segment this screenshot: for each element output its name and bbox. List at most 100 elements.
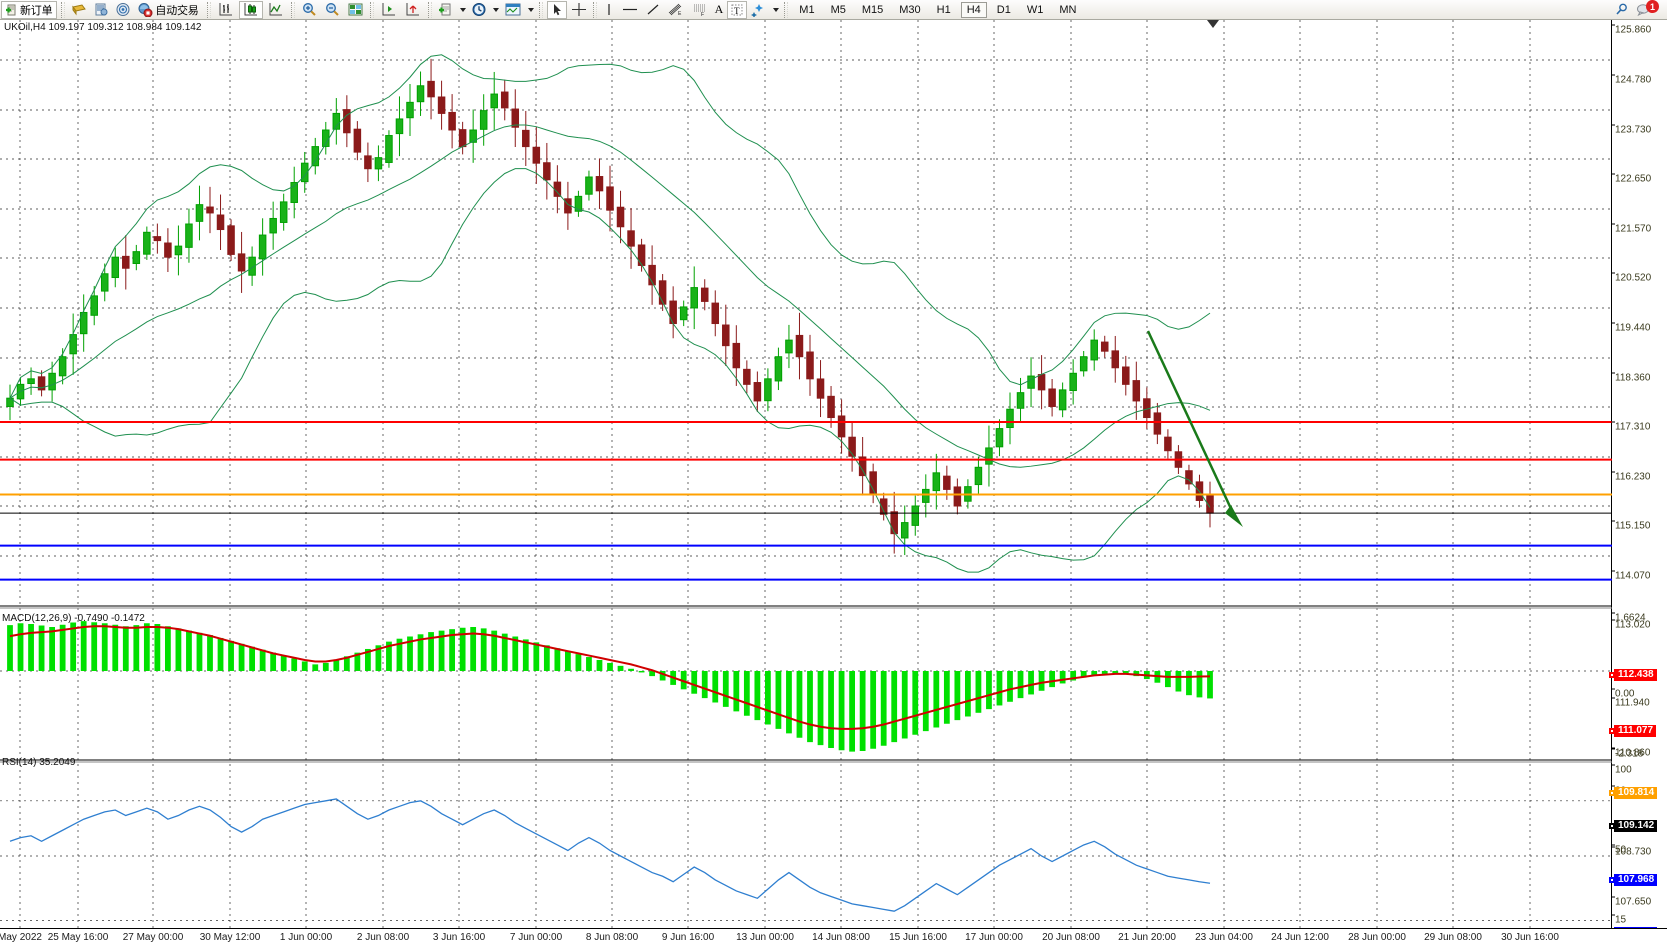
zoom-in-icon xyxy=(302,3,316,16)
axis-tick-mark xyxy=(1611,570,1615,572)
line-chart-button[interactable] xyxy=(265,1,287,19)
templates-dropdown-caret[interactable] xyxy=(527,7,534,12)
chart-grid-button[interactable] xyxy=(345,1,366,19)
data-window-button[interactable] xyxy=(69,1,89,19)
rsi-tick-label: 15 xyxy=(1611,914,1626,926)
time-tick-label: 3 Jun 16:00 xyxy=(432,932,486,943)
arrows-dropdown-caret[interactable] xyxy=(773,7,780,12)
crosshair-tool-button[interactable] xyxy=(569,1,589,19)
vertical-line-tool-button[interactable] xyxy=(601,1,617,19)
new-order-button[interactable]: 新订单 xyxy=(1,0,58,19)
timeframe-m1[interactable]: M1 xyxy=(799,3,815,16)
chart-title-label: UKOil,H4 109.197 109.312 108.984 109.142 xyxy=(4,22,202,33)
macd-tick-label: 1.6624 xyxy=(1611,612,1646,624)
axis-tick-mark xyxy=(1611,612,1615,614)
axis-tick-mark xyxy=(1611,914,1615,916)
price-level-handle[interactable] xyxy=(1609,823,1615,829)
time-axis: May 2022 25 May 16:00 27 May 00:00 30 May 1… xyxy=(0,928,1667,947)
channel-icon: E xyxy=(668,3,682,17)
arrows-tool-button[interactable] xyxy=(749,1,769,19)
zoom-out-button[interactable] xyxy=(322,1,343,19)
timeframe-m30[interactable]: M30 xyxy=(899,3,921,16)
time-tick-label: 15 Jun 16:00 xyxy=(889,932,947,943)
timeframe-mn[interactable]: MN xyxy=(1059,3,1077,16)
price-tick-label: 114.070 xyxy=(1611,570,1650,582)
period-dropdown-caret[interactable] xyxy=(492,7,499,12)
candlestick-icon xyxy=(244,3,257,16)
macd-indicator-label: MACD(12,26,9) -0.7490 -0.1472 xyxy=(2,613,145,624)
price-tick-label: 115.150 xyxy=(1611,520,1650,532)
new-order-icon xyxy=(6,4,16,15)
time-tick-label: 17 Jun 00:00 xyxy=(965,932,1023,943)
template-icon xyxy=(505,3,521,16)
chart-canvas[interactable]: UKOil,H4 109.197 109.312 108.984 109.142… xyxy=(0,20,1612,928)
axis-tick-mark xyxy=(1611,124,1615,126)
rsi-tick-label: 100 xyxy=(1611,764,1632,776)
vertical-line-icon xyxy=(608,4,610,15)
grid-layout-icon xyxy=(348,3,363,16)
price-level-chip[interactable]: 112.438 xyxy=(1609,669,1657,681)
timeframe-h4[interactable]: H4 xyxy=(960,1,987,18)
market-watch-button[interactable] xyxy=(91,1,111,19)
axis-tick-mark xyxy=(1611,844,1615,846)
auto-scroll-button[interactable] xyxy=(378,1,400,19)
price-axis[interactable]: 125.860 124.780 123.730 122.650 121.570 120.5… xyxy=(1609,20,1667,946)
price-level-chip[interactable]: 111.077 xyxy=(1609,725,1657,737)
price-level-chip[interactable]: 109.814 xyxy=(1609,787,1658,799)
axis-tick-mark xyxy=(1611,785,1615,787)
toolbar-separator xyxy=(369,1,374,18)
zoom-in-button[interactable] xyxy=(299,1,320,19)
candlestick-chart-button[interactable] xyxy=(238,0,263,19)
axis-tick-mark xyxy=(1611,896,1615,898)
fibonacci-icon: F xyxy=(693,4,705,17)
timeframe-d1[interactable]: D1 xyxy=(996,3,1011,16)
horizontal-line-tool-button[interactable] xyxy=(619,1,641,19)
price-tick-label: 108.730 xyxy=(1611,846,1651,858)
bar-chart-button[interactable] xyxy=(215,1,237,19)
navigator-button[interactable] xyxy=(113,1,133,19)
notifications-button[interactable]: 1 xyxy=(1634,0,1661,19)
market-watch-icon xyxy=(95,3,108,16)
period-button[interactable] xyxy=(469,1,489,19)
price-level-handle[interactable] xyxy=(1609,672,1615,678)
chart-shift-icon xyxy=(406,3,419,16)
price-level-handle[interactable] xyxy=(1609,877,1615,883)
time-tick-label: 21 Jun 20:00 xyxy=(1118,932,1176,943)
toolbar-separator xyxy=(784,1,789,18)
trendline-tool-button[interactable] xyxy=(643,1,663,19)
time-tick-label: 29 Jun 08:00 xyxy=(1424,932,1482,943)
bar-chart-icon xyxy=(219,3,232,16)
timeframe-m5[interactable]: M5 xyxy=(830,3,846,16)
cursor-tool-button[interactable] xyxy=(546,0,567,19)
axis-tick-mark xyxy=(1611,471,1615,473)
timeframe-w1[interactable]: W1 xyxy=(1026,3,1044,16)
time-tick-label: 13 Jun 00:00 xyxy=(736,932,794,943)
price-level-handle[interactable] xyxy=(1609,728,1615,734)
price-tick-label: 107.650 xyxy=(1611,896,1651,908)
time-tick-label: 30 Jun 16:00 xyxy=(1501,932,1559,943)
equidistant-channel-button[interactable]: E xyxy=(665,1,687,19)
time-tick-label: 24 Jun 12:00 xyxy=(1271,932,1329,943)
text-label-tool-button[interactable]: T xyxy=(727,0,748,19)
price-level-chip[interactable]: 109.142 xyxy=(1609,820,1658,832)
indicators-dropdown-caret[interactable] xyxy=(459,7,466,12)
indicator-add-icon xyxy=(438,3,451,16)
indicators-button[interactable] xyxy=(436,1,456,19)
axis-tick-mark xyxy=(1611,372,1615,374)
search-button[interactable] xyxy=(1612,1,1632,19)
toolbar-separator xyxy=(538,1,543,18)
price-level-handle[interactable] xyxy=(1609,790,1615,796)
time-tick-label: 2 Jun 08:00 xyxy=(356,932,410,943)
timeframe-h1[interactable]: H1 xyxy=(936,3,951,16)
text-tool-button[interactable]: A xyxy=(713,1,726,19)
price-level-chip[interactable]: 107.968 xyxy=(1609,874,1658,886)
auto-trading-label: 自动交易 xyxy=(155,4,199,17)
price-tick-label: 124.780 xyxy=(1611,74,1651,86)
auto-trading-button[interactable]: 自动交易 xyxy=(135,1,202,19)
timeframe-m15[interactable]: M15 xyxy=(861,3,884,16)
templates-button[interactable] xyxy=(502,1,524,19)
price-tick-label: 122.650 xyxy=(1611,173,1651,185)
fibonacci-tool-button[interactable]: F xyxy=(689,1,711,19)
chart-shift-button[interactable] xyxy=(402,1,424,19)
time-tick-label: 7 Jun 00:00 xyxy=(509,932,563,943)
